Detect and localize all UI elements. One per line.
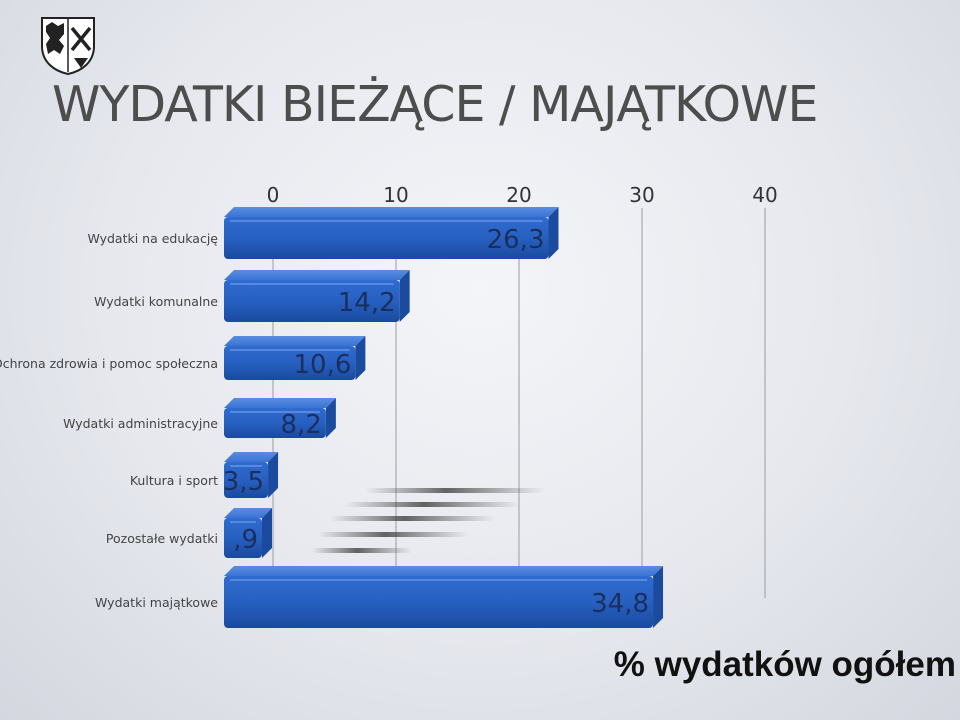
bar-top-face — [224, 207, 559, 217]
bar-top-face — [224, 336, 366, 346]
category-label: Wydatki komunalne — [94, 294, 218, 309]
bar-top-face — [224, 270, 410, 280]
bar-top-face — [224, 566, 664, 576]
bar-front-face — [224, 576, 654, 628]
bar-end-face — [399, 270, 410, 322]
x-tick-label: 0 — [267, 183, 280, 207]
category-label: Wydatki na edukację — [87, 231, 218, 246]
chart-footer-caption: % wydatków ogółem — [613, 645, 956, 684]
bar-end-face — [653, 566, 664, 628]
bar-end-face — [548, 207, 559, 259]
x-tick-label: 10 — [383, 183, 408, 207]
bar-2 — [224, 270, 410, 322]
bar-value-label: 10,6 — [293, 350, 351, 380]
category-label: Ochrona zdrowia i pomoc społeczna — [0, 356, 218, 371]
bar-top-face — [224, 508, 272, 518]
bar-front-face — [224, 408, 326, 438]
bar-value-label: 8,2 — [281, 410, 322, 440]
category-label: Wydatki administracyjne — [63, 416, 218, 431]
bar-reflection — [330, 516, 495, 521]
bar-value-label: ,9 — [233, 525, 258, 555]
bar-top-face — [224, 452, 279, 462]
bar-value-label: 34,8 — [591, 589, 649, 619]
x-tick-label: 20 — [506, 183, 531, 207]
bar-end-face — [325, 398, 336, 438]
bar-reflection — [318, 532, 468, 537]
bar-value-label: 26,3 — [487, 225, 545, 255]
bar-reflection — [312, 548, 412, 553]
bar-value-label: 14,2 — [338, 288, 396, 318]
category-label: Pozostałe wydatki — [106, 531, 218, 546]
category-label: Wydatki majątkowe — [95, 595, 218, 610]
bar-front-face — [224, 518, 262, 558]
x-tick-label: 30 — [629, 183, 654, 207]
bar-end-face — [262, 508, 272, 558]
slide-title: WYDATKI BIEŻĄCE / MAJĄTKOWE — [52, 76, 818, 133]
bar-7 — [224, 566, 664, 628]
x-tick-label: 40 — [752, 183, 777, 207]
bar-value-label: 3,5 — [223, 467, 264, 497]
bar-6 — [224, 508, 272, 558]
bar-5 — [224, 452, 279, 498]
coat-of-arms-logo — [41, 17, 95, 76]
bar-end-face — [355, 336, 366, 380]
bar-front-face — [224, 280, 400, 322]
bar-end-face — [268, 452, 279, 498]
bar-top-face — [224, 398, 336, 408]
bar-3 — [224, 336, 366, 380]
bar-reflection — [345, 502, 520, 507]
bar-front-face — [224, 462, 269, 498]
bar-1 — [224, 207, 559, 259]
bar-4 — [224, 398, 336, 438]
bar-reflection — [365, 488, 545, 493]
bar-front-face — [224, 217, 549, 259]
category-label: Kultura i sport — [130, 473, 218, 488]
bar-front-face — [224, 346, 356, 380]
